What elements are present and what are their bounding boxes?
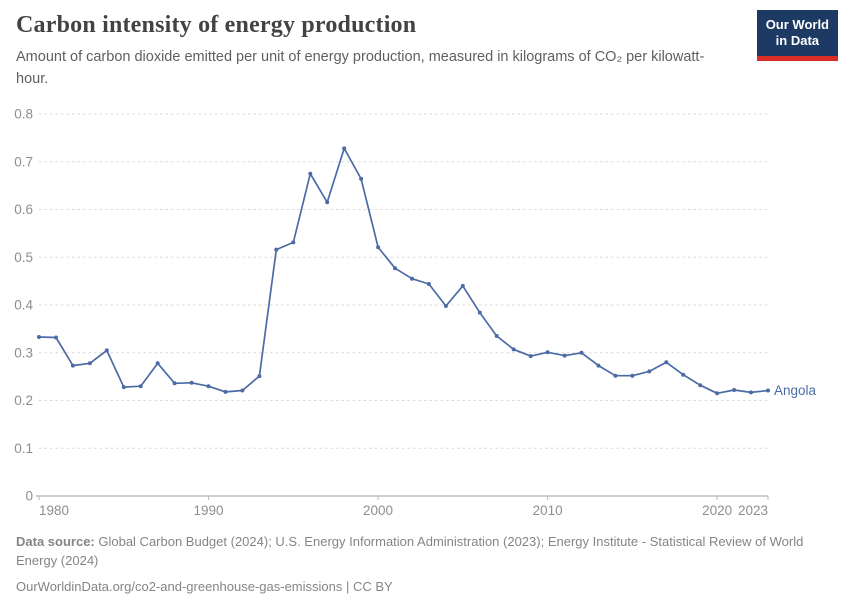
- chart-subtitle: Amount of carbon dioxide emitted per uni…: [16, 49, 705, 87]
- data-point[interactable]: [715, 391, 720, 396]
- data-point[interactable]: [528, 354, 533, 359]
- data-point[interactable]: [240, 388, 245, 393]
- data-point[interactable]: [359, 176, 364, 181]
- data-point[interactable]: [138, 384, 143, 389]
- data-point[interactable]: [749, 390, 753, 395]
- data-point[interactable]: [681, 372, 686, 377]
- data-point[interactable]: [426, 282, 431, 286]
- y-tick-label: 0.2: [14, 393, 33, 408]
- x-tick-label: 1990: [194, 503, 224, 518]
- data-point[interactable]: [460, 283, 465, 288]
- entity-label[interactable]: Angola: [774, 383, 817, 398]
- data-line[interactable]: [38, 147, 769, 395]
- data-point[interactable]: [562, 353, 567, 358]
- data-point[interactable]: [291, 240, 296, 245]
- data-source-line: Data source: Global Carbon Budget (2024)…: [16, 533, 816, 571]
- x-tick-label: 2023: [738, 503, 768, 518]
- y-tick-label: 0: [25, 489, 33, 504]
- y-tick-label: 0.5: [14, 250, 33, 265]
- data-point[interactable]: [579, 350, 584, 355]
- data-point[interactable]: [647, 369, 652, 374]
- chart-footer: Data source: Global Carbon Budget (2024)…: [16, 533, 816, 597]
- data-point[interactable]: [121, 385, 126, 390]
- data-point[interactable]: [37, 335, 41, 339]
- data-point[interactable]: [206, 384, 211, 389]
- data-point[interactable]: [630, 373, 635, 378]
- data-point[interactable]: [494, 334, 499, 338]
- footer-link-line[interactable]: OurWorldinData.org/co2-and-greenhouse-ga…: [16, 578, 393, 594]
- data-point[interactable]: [410, 276, 414, 281]
- data-point[interactable]: [325, 200, 330, 205]
- chart-area[interactable]: 0 0.1 0.2 0.3 0.4 0.5 0.6 0.7 0.8 1980 1990 2000 201…: [0, 96, 850, 520]
- data-point[interactable]: [342, 146, 347, 151]
- x-tick-label: 1980: [39, 503, 69, 518]
- data-point[interactable]: [274, 247, 279, 252]
- data-point[interactable]: [511, 347, 516, 352]
- data-point[interactable]: [664, 360, 669, 365]
- data-point[interactable]: [104, 348, 109, 353]
- data-point[interactable]: [70, 363, 75, 368]
- data-point[interactable]: [155, 361, 160, 366]
- y-tick-label: 0.8: [14, 107, 33, 122]
- data-point[interactable]: [393, 266, 397, 271]
- data-point[interactable]: [596, 363, 601, 368]
- data-point[interactable]: [223, 389, 228, 394]
- x-tick-label: 2020: [702, 503, 732, 518]
- data-point[interactable]: [698, 383, 703, 388]
- data-point[interactable]: [766, 388, 770, 393]
- data-point[interactable]: [545, 350, 550, 355]
- x-tick-label: 2000: [363, 503, 393, 518]
- y-tick-label: 0.3: [14, 345, 33, 360]
- owid-logo[interactable]: Our World in Data: [756, 10, 838, 61]
- y-tick-label: 0.7: [14, 154, 33, 169]
- data-point[interactable]: [613, 373, 618, 378]
- data-point[interactable]: [257, 374, 262, 379]
- data-point[interactable]: [376, 245, 381, 250]
- data-source-label: Data source:: [16, 534, 95, 549]
- owid-logo-line1: Our World: [765, 17, 829, 32]
- chart-header: Carbon intensity of energy production Am…: [16, 12, 756, 91]
- owid-logo-line2: in Data: [775, 33, 820, 49]
- data-point[interactable]: [443, 304, 448, 308]
- data-point[interactable]: [308, 171, 313, 176]
- x-tick-label: 2010: [533, 503, 563, 518]
- y-tick-label: 0.4: [14, 298, 33, 313]
- y-tick-label: 0.6: [14, 202, 33, 217]
- data-point[interactable]: [172, 381, 177, 386]
- line-chart-canvas[interactable]: 0 0.1 0.2 0.3 0.4 0.5 0.6 0.7 0.8 1980 1990 2000 201…: [0, 96, 850, 520]
- data-point[interactable]: [189, 380, 194, 385]
- data-point[interactable]: [732, 388, 737, 392]
- chart-title: Carbon intensity of energy production: [16, 12, 417, 38]
- data-point[interactable]: [477, 310, 482, 315]
- data-source-text: Global Carbon Budget (2024); U.S. Energy…: [16, 534, 804, 568]
- data-point[interactable]: [87, 361, 92, 366]
- data-point[interactable]: [54, 335, 58, 340]
- y-tick-label: 0.1: [14, 441, 33, 456]
